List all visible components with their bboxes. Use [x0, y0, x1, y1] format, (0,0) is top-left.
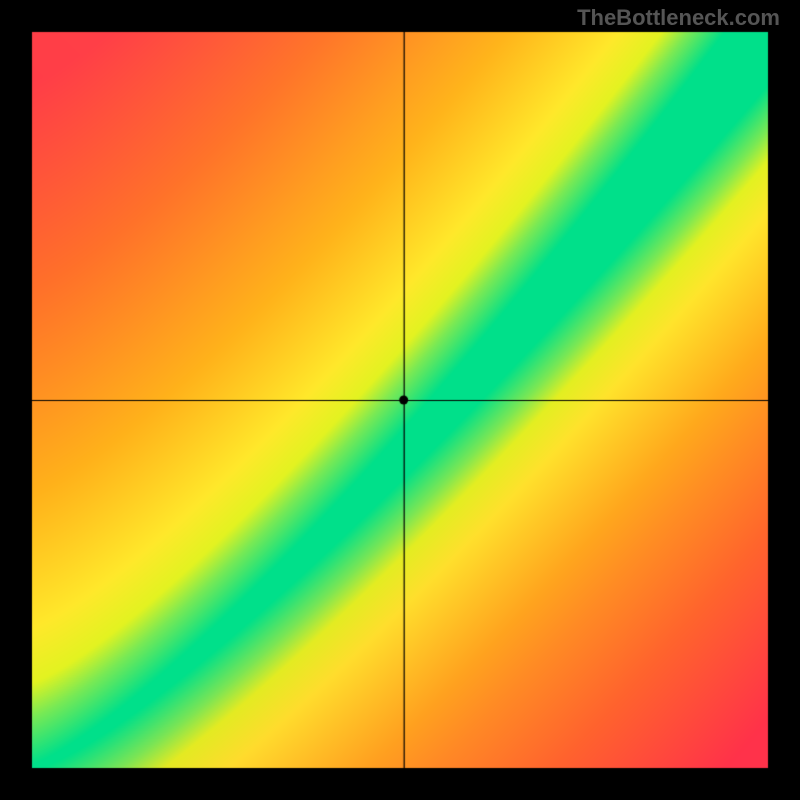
bottleneck-heatmap-canvas	[0, 0, 800, 800]
attribution-text: TheBottleneck.com	[577, 5, 780, 31]
